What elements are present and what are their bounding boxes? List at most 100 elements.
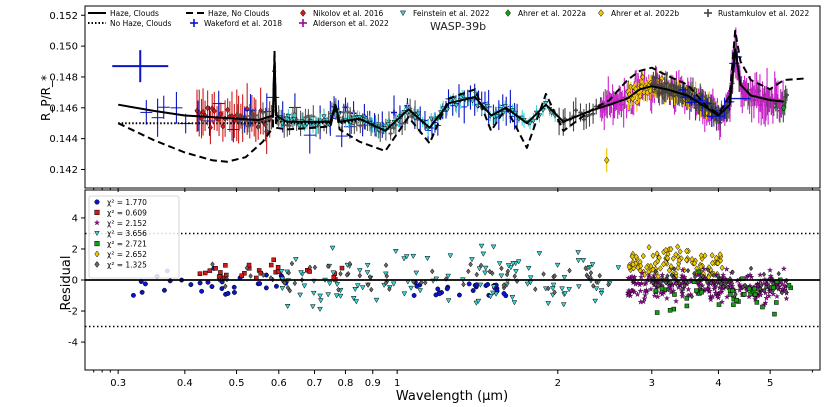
axis-ticks: 0.142 0.144 0.146 0.148 0.150 0.152 -4 -2 0 2 4 0.3…	[49, 11, 813, 389]
res-ahrer-a-point	[760, 304, 765, 310]
res-rustamkulov-point	[223, 283, 228, 290]
res-rustamkulov-point	[784, 288, 789, 295]
res-alderson-point	[637, 287, 644, 294]
res-ahrer-b-point	[684, 247, 690, 255]
res-feinstein-point	[490, 284, 497, 290]
res-rustamkulov-point	[776, 270, 781, 277]
upper-legend-entry: Ahrer et al. 2022a	[505, 9, 586, 18]
residual-legend-entry: χ² = 2.152	[93, 219, 147, 228]
res-wakeford-point	[257, 281, 263, 286]
res-rustamkulov-point	[210, 261, 215, 268]
res-feinstein-point	[318, 298, 324, 304]
res-wakeford-point	[197, 280, 203, 286]
res-feinstein-point	[410, 253, 417, 260]
res-ahrer-b-point	[668, 263, 674, 270]
res-feinstein-point	[350, 296, 357, 302]
res-rustamkulov-point	[338, 270, 343, 277]
res-rustamkulov-point	[719, 280, 724, 287]
xtick-label: 0.6	[271, 378, 287, 389]
res-rustamkulov-point	[286, 269, 291, 276]
res-ahrer-b-point	[626, 263, 632, 271]
res-alderson-point	[762, 289, 769, 296]
res-nikolov-point	[202, 270, 208, 276]
res-feinstein-point	[524, 281, 531, 287]
res-rustamkulov-point	[658, 279, 663, 285]
res-rustamkulov-point	[541, 271, 546, 277]
res-nikolov-point	[218, 270, 223, 275]
res-wakeford-point	[199, 288, 205, 294]
res-feinstein-point	[334, 282, 341, 288]
res-alderson-point	[628, 287, 635, 294]
res-nikolov-point	[268, 262, 274, 268]
res-rustamkulov-point	[779, 290, 785, 296]
res-wakeford-point	[435, 286, 441, 292]
res-alderson-point	[779, 286, 786, 292]
res-alderson-point	[779, 281, 786, 288]
res-ahrer-b-point	[709, 259, 715, 267]
res-ahrer-b-point	[663, 246, 669, 254]
res-rustamkulov-point	[674, 280, 679, 287]
res-rustamkulov-point	[546, 285, 551, 292]
xtick-label: 2	[555, 378, 561, 389]
res-feinstein-point	[478, 243, 485, 249]
res-feinstein-point	[559, 286, 565, 292]
res-ahrer-b-point	[709, 252, 715, 259]
res-rustamkulov-point	[478, 262, 484, 269]
res-alderson-point	[679, 266, 686, 273]
res-rustamkulov-point	[512, 273, 517, 280]
res-ahrer-b-point	[629, 253, 635, 260]
res-feinstein-point	[392, 249, 399, 255]
xtick-label: 0.7	[307, 378, 323, 389]
res-feinstein-point	[284, 304, 291, 310]
x-axis-label: Wavelength (μm)	[396, 389, 508, 404]
upper-legend-entry: Ahrer et al. 2022b	[598, 9, 679, 18]
ahrer-outlier	[604, 156, 610, 164]
ahrer-b-point	[640, 73, 646, 81]
res-alderson-point	[634, 291, 641, 297]
spectrum-data-layer	[112, 27, 789, 173]
feinstein-point	[356, 115, 363, 121]
res-feinstein-point	[510, 261, 516, 267]
res-rustamkulov-point	[501, 282, 506, 289]
res-rustamkulov-point	[336, 286, 341, 293]
xtick-label: 3	[649, 378, 655, 389]
upper-ytick-label: 0.142	[49, 165, 78, 176]
res-rustamkulov-point	[698, 283, 703, 290]
res-rustamkulov-point	[689, 293, 694, 300]
res-feinstein-point	[354, 283, 361, 289]
res-wakeford-point	[231, 290, 237, 295]
res-alderson-point	[780, 265, 787, 272]
feinstein-point	[494, 114, 500, 119]
res-feinstein-point	[298, 270, 304, 276]
res-feinstein-point	[515, 259, 522, 265]
res-ahrer-b-point	[644, 264, 650, 271]
upper-ytick-label: 0.146	[49, 103, 78, 114]
xtick-label: 0.4	[177, 378, 193, 389]
res-feinstein-point	[317, 293, 323, 299]
res-alderson-point	[646, 274, 653, 280]
residual-data-layer	[130, 243, 793, 317]
res-feinstein-point	[545, 301, 552, 307]
upper-axes-frame	[84, 5, 821, 189]
res-alderson-point	[719, 298, 726, 305]
res-ahrer-b-point	[650, 266, 656, 273]
res-rustamkulov-point	[499, 265, 504, 272]
res-ahrer-b-point	[640, 252, 646, 260]
res-nikolov-point	[271, 257, 276, 263]
res-feinstein-point	[509, 295, 516, 301]
res-nikolov-point	[207, 268, 213, 273]
res-rustamkulov-point	[285, 284, 291, 291]
res-feinstein-point	[496, 261, 503, 267]
res-rustamkulov-point	[682, 283, 687, 289]
residual-legend-marker	[94, 209, 100, 215]
feinstein-point	[530, 118, 537, 124]
res-feinstein-point	[580, 258, 587, 264]
res-rustamkulov-point	[466, 268, 471, 275]
res-ahrer-a-point	[752, 292, 758, 297]
lower-ytick-label: 0	[72, 276, 78, 287]
res-rustamkulov-point	[597, 272, 602, 279]
nikolov-point	[200, 108, 206, 116]
res-ahrer-a-point	[653, 288, 659, 294]
xtick-label: 0.9	[365, 378, 381, 389]
feinstein-point	[350, 115, 357, 121]
